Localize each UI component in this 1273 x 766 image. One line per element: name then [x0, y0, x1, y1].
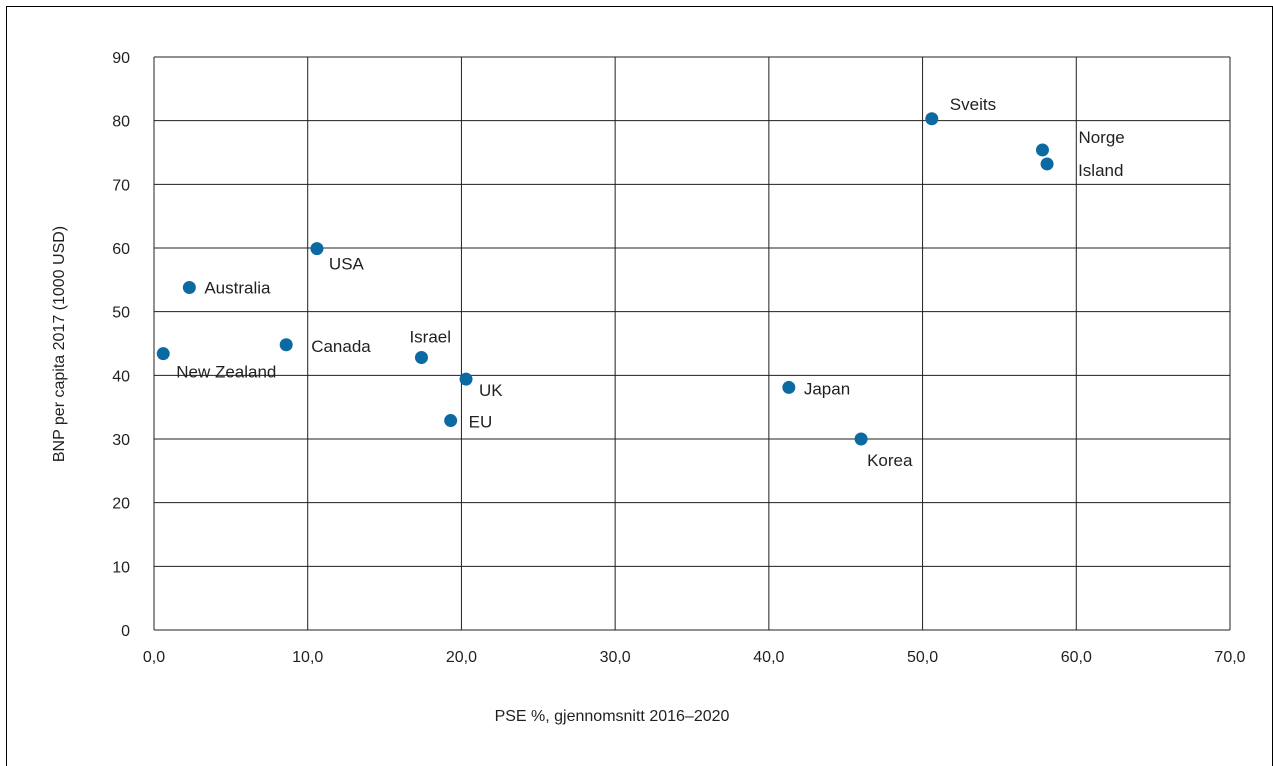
point-label: Island: [1078, 161, 1123, 180]
data-point: [459, 372, 473, 386]
data-point: [279, 338, 293, 352]
point-label: Sveits: [950, 95, 996, 114]
y-tick-label: 60: [112, 241, 130, 258]
x-axis-ticks: 0,0 10,0 20,0 30,0 40,0 50,0 60,0 70,0: [143, 649, 1246, 666]
y-tick-label: 70: [112, 177, 130, 194]
y-tick-label: 40: [112, 368, 130, 385]
data-point: [782, 380, 796, 394]
point-label: New Zealand: [176, 363, 276, 382]
y-axis-ticks: 0 10 20 30 40 50 60 70 80 90: [112, 50, 130, 640]
x-tick-label: 40,0: [753, 649, 784, 666]
y-tick-label: 50: [112, 305, 130, 322]
point-label: Canada: [311, 337, 371, 356]
grid: [153, 56, 1231, 631]
point-labels: Sveits Norge Island USA Australia Canada New Z…: [176, 95, 1125, 470]
x-axis-title: PSE %, gjennomsnitt 2016–2020: [495, 708, 730, 725]
x-tick-label: 20,0: [446, 649, 477, 666]
x-tick-label: 50,0: [907, 649, 938, 666]
point-label: Japan: [804, 379, 850, 398]
x-tick-label: 30,0: [600, 649, 631, 666]
point-label: EU: [469, 413, 493, 432]
point-label: UK: [479, 381, 503, 400]
data-point: [444, 414, 458, 428]
x-tick-label: 70,0: [1214, 649, 1245, 666]
data-points: [156, 112, 1054, 446]
x-tick-label: 0,0: [143, 649, 165, 666]
y-tick-label: 0: [121, 623, 130, 640]
point-label: Israel: [409, 328, 451, 347]
data-point: [854, 432, 868, 446]
point-label: USA: [329, 255, 365, 274]
y-axis-title: BNP per capita 2017 (1000 USD): [51, 226, 68, 462]
y-tick-label: 30: [112, 432, 130, 449]
x-tick-label: 10,0: [292, 649, 323, 666]
data-point: [310, 242, 324, 256]
y-tick-label: 90: [112, 50, 130, 67]
point-label: Australia: [204, 278, 271, 297]
data-point: [1040, 157, 1054, 171]
data-point: [925, 112, 939, 126]
data-point: [156, 347, 170, 361]
y-tick-label: 80: [112, 114, 130, 131]
point-label: Norge: [1078, 128, 1124, 147]
data-point: [414, 351, 428, 365]
y-tick-label: 10: [112, 559, 130, 576]
data-point: [1035, 143, 1049, 157]
point-label: Korea: [867, 451, 913, 470]
data-point: [182, 280, 196, 294]
y-tick-label: 20: [112, 496, 130, 513]
x-tick-label: 60,0: [1061, 649, 1092, 666]
